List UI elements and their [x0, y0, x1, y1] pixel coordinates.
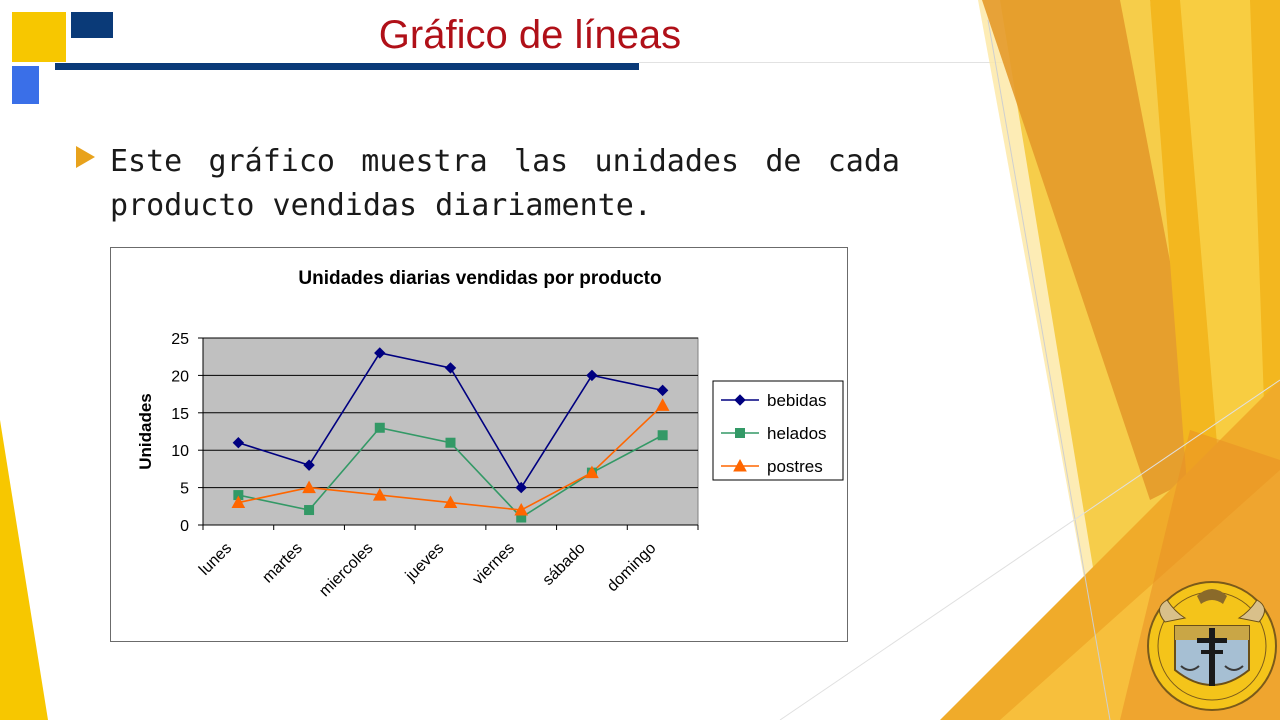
decor-navy-square: [71, 12, 113, 38]
data-point-helados: [304, 505, 315, 516]
data-point-helados: [374, 422, 385, 433]
line-chart: Unidades diarias vendidas por producto 0 5…: [136, 268, 844, 600]
legend-entry: bebidas: [767, 391, 827, 410]
x-tick-label: domingo: [604, 540, 659, 595]
legend-box: [712, 380, 844, 481]
university-seal-logo: [1147, 581, 1277, 711]
data-point-postres: [302, 480, 316, 494]
y-axis-label: Unidades: [136, 393, 155, 470]
data-point-bebidas: [303, 459, 315, 471]
x-tick-label: viernes: [470, 540, 518, 588]
data-point-bebidas: [656, 384, 669, 397]
data-point-postres: [514, 502, 529, 516]
data-point-helados: [445, 437, 456, 448]
data-point-postres: [655, 398, 670, 411]
y-tick-label: 25: [171, 331, 189, 348]
x-tick-label: jueves: [402, 540, 447, 585]
slide-title: Gráfico de líneas: [378, 13, 682, 57]
y-tick-label: 20: [171, 368, 189, 385]
chart-frame: Unidades diarias vendidas por producto 0 5…: [110, 247, 848, 642]
legend-marker: [734, 394, 746, 406]
y-tick-label: 0: [180, 518, 189, 535]
data-point-postres: [443, 495, 458, 509]
data-point-bebidas: [232, 437, 245, 449]
data-point-postres: [585, 465, 599, 479]
bullet-arrow-icon: [76, 146, 95, 168]
bullet-point: Este gráfico muestra las unidades de cad…: [76, 140, 900, 228]
chart-title: Unidades diarias vendidas por producto: [298, 268, 661, 289]
x-tick-label: miercoles: [316, 540, 376, 600]
decor-blue-square: [12, 66, 39, 104]
data-point-postres: [231, 495, 246, 509]
bullet-text: Este gráfico muestra las unidades de cad…: [110, 144, 900, 223]
data-point-postres: [372, 488, 387, 501]
legend-entry: helados: [767, 424, 827, 443]
legend-marker: [735, 428, 745, 438]
data-point-bebidas: [586, 369, 598, 382]
y-tick-label: 5: [180, 481, 189, 498]
y-tick-label: 15: [171, 406, 189, 423]
x-tick-label: sábado: [540, 540, 589, 589]
data-point-bebidas: [444, 362, 457, 374]
legend-marker: [733, 458, 747, 472]
x-tick-label: martes: [259, 540, 306, 587]
data-point-bebidas: [515, 481, 527, 494]
x-tick-label: lunes: [196, 540, 235, 579]
data-point-helados: [657, 430, 668, 441]
data-point-bebidas: [374, 347, 386, 359]
decor-navy-bar: [55, 63, 639, 70]
legend-entry: postres: [767, 457, 823, 476]
decor-yellow-square: [12, 12, 66, 62]
y-tick-label: 10: [171, 443, 189, 460]
decor-thin-line: [639, 62, 1039, 63]
